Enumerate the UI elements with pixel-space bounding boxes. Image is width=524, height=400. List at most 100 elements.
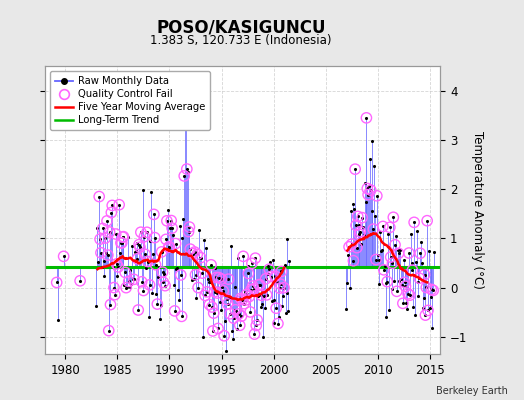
Point	[151, 262, 160, 268]
Point	[176, 223, 184, 230]
Point	[279, 293, 287, 300]
Point	[236, 322, 244, 328]
Point	[114, 264, 123, 270]
Point	[233, 326, 242, 332]
Point	[418, 259, 426, 266]
Point	[171, 240, 180, 247]
Point	[95, 193, 103, 200]
Point	[99, 225, 107, 232]
Point	[387, 254, 395, 260]
Point	[355, 231, 364, 238]
Point	[354, 213, 362, 220]
Point	[265, 266, 274, 272]
Point	[192, 294, 201, 301]
Point	[367, 208, 376, 214]
Point	[412, 258, 420, 265]
Point	[358, 214, 366, 221]
Point	[251, 255, 259, 261]
Point	[249, 286, 258, 292]
Point	[110, 284, 118, 291]
Point	[213, 290, 221, 296]
Point	[231, 306, 239, 313]
Point	[196, 254, 205, 261]
Point	[213, 290, 221, 296]
Point	[134, 307, 143, 313]
Point	[424, 307, 432, 314]
Point	[417, 238, 425, 245]
Point	[425, 305, 434, 311]
Point	[173, 265, 181, 271]
Point	[153, 301, 161, 307]
Point	[191, 272, 200, 278]
Point	[223, 301, 232, 307]
Point	[110, 284, 118, 291]
Point	[406, 292, 414, 298]
Point	[111, 292, 119, 298]
Point	[243, 291, 251, 298]
Point	[222, 348, 230, 354]
Point	[205, 301, 214, 308]
Point	[109, 264, 117, 270]
Point	[376, 228, 385, 235]
Point	[359, 231, 368, 238]
Point	[183, 166, 191, 172]
Point	[374, 281, 383, 287]
Point	[177, 272, 185, 278]
Point	[245, 293, 254, 300]
Point	[274, 320, 282, 327]
Text: Berkeley Earth: Berkeley Earth	[436, 386, 508, 396]
Point	[252, 322, 260, 329]
Point	[126, 283, 135, 290]
Point	[350, 206, 358, 212]
Point	[123, 284, 131, 290]
Point	[392, 233, 400, 239]
Point	[253, 317, 261, 323]
Point	[284, 308, 292, 314]
Point	[369, 226, 378, 232]
Point	[408, 267, 417, 273]
Point	[254, 292, 262, 299]
Point	[250, 331, 259, 337]
Point	[209, 328, 217, 334]
Point	[277, 268, 286, 275]
Point	[161, 282, 169, 289]
Point	[383, 278, 391, 285]
Point	[226, 310, 234, 317]
Point	[389, 214, 398, 220]
Point	[162, 236, 170, 242]
Point	[237, 313, 246, 319]
Point	[228, 328, 236, 334]
Point	[240, 300, 248, 307]
Point	[52, 279, 61, 286]
Point	[195, 254, 204, 261]
Point	[346, 284, 354, 291]
Point	[206, 278, 214, 285]
Point	[386, 224, 394, 230]
Point	[387, 286, 396, 292]
Point	[419, 305, 427, 312]
Point	[111, 292, 119, 298]
Point	[171, 240, 180, 247]
Point	[282, 290, 291, 296]
Point	[415, 275, 423, 282]
Point	[168, 225, 176, 231]
Y-axis label: Temperature Anomaly (°C): Temperature Anomaly (°C)	[471, 131, 484, 289]
Point	[113, 272, 122, 279]
Point	[177, 272, 185, 278]
Point	[211, 288, 219, 295]
Point	[248, 283, 257, 289]
Point	[276, 285, 284, 291]
Point	[388, 260, 397, 266]
Point	[231, 284, 239, 290]
Point	[345, 244, 353, 250]
Point	[378, 246, 386, 253]
Point	[427, 286, 435, 293]
Point	[100, 273, 108, 279]
Point	[281, 262, 289, 268]
Point	[170, 308, 179, 314]
Point	[105, 229, 114, 235]
Point	[375, 257, 384, 264]
Point	[216, 306, 225, 313]
Point	[272, 305, 280, 312]
Point	[115, 202, 123, 208]
